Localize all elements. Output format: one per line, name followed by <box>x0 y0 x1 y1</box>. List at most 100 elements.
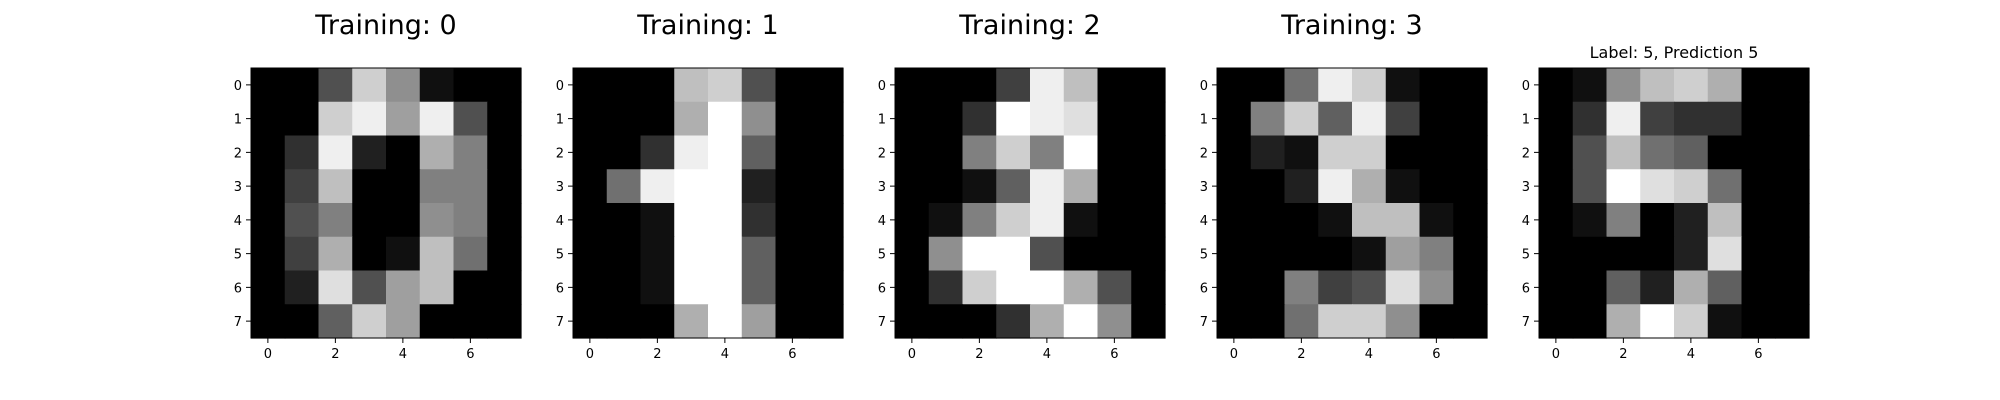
pixel-cell <box>1385 169 1421 204</box>
y-tick-label: 4 <box>234 214 242 229</box>
pixel-cell <box>741 304 777 339</box>
pixel-cell <box>1539 169 1574 204</box>
pixel-cell <box>928 135 964 170</box>
pixel-cell <box>1385 101 1421 137</box>
pixel-cell <box>352 169 387 204</box>
pixel-cell <box>1419 304 1454 339</box>
pixel-cell <box>962 68 997 103</box>
pixel-cell <box>1250 68 1286 103</box>
pixel-cell <box>674 68 709 103</box>
y-tick-label: 6 <box>878 281 886 296</box>
pixel-cell <box>573 304 608 339</box>
pixel-cell <box>775 304 810 339</box>
pixel-cell <box>419 101 455 137</box>
pixel-cell <box>453 236 488 272</box>
pixel-cell <box>352 270 387 305</box>
pixel-cell <box>318 270 353 305</box>
pixel-cell <box>1674 68 1709 103</box>
y-tick-label: 7 <box>1522 315 1530 330</box>
y-tick-label: 3 <box>878 180 886 195</box>
x-tick-label: 0 <box>908 347 916 362</box>
x-tick-label: 2 <box>1297 347 1305 362</box>
pixel-cell <box>606 68 642 103</box>
pixel-cell <box>1030 135 1065 170</box>
pixel-cell <box>1131 169 1166 204</box>
pixel-cell <box>1284 68 1319 103</box>
y-tick-label: 2 <box>878 146 886 161</box>
pixel-cell <box>1539 101 1574 137</box>
pixel-cell <box>674 169 709 204</box>
pixel-cell <box>419 236 455 272</box>
pixel-cell <box>1250 270 1286 305</box>
y-tick-label: 7 <box>556 315 564 330</box>
x-tick-label: 2 <box>331 347 339 362</box>
pixel-cell <box>1217 236 1252 272</box>
x-tick-label: 4 <box>721 347 729 362</box>
pixel-cell <box>284 236 320 272</box>
pixel-cell <box>674 203 709 238</box>
pixel-cell <box>1640 236 1675 272</box>
axes-frame <box>572 67 844 339</box>
pixel-cell <box>1217 304 1252 339</box>
pixel-cell <box>1539 203 1574 238</box>
pixel-cell <box>1097 203 1132 238</box>
pixel-cell <box>962 304 997 339</box>
pixel-cell <box>708 203 743 238</box>
digit-panel-0: Training: 0 0 2 4 6 0 1 2 3 4 5 6 7 <box>234 10 522 362</box>
pixel-cell <box>1741 203 1776 238</box>
pixel-cell <box>487 236 522 272</box>
pixel-cell <box>352 135 387 170</box>
panel-title: Training: 2 <box>958 10 1100 41</box>
pixel-cell <box>809 169 844 204</box>
y-tick-label: 5 <box>878 248 886 263</box>
axes-frame <box>1216 67 1488 339</box>
axes-frame <box>250 67 522 339</box>
pixel-cell <box>573 203 608 238</box>
pixel-cell <box>419 203 455 238</box>
axes-frame <box>894 67 1166 339</box>
y-tick-label: 4 <box>1200 214 1208 229</box>
y-tick-label: 4 <box>878 214 886 229</box>
x-tick-label: 2 <box>975 347 983 362</box>
pixel-cell <box>674 101 709 137</box>
pixel-cell <box>1352 135 1387 170</box>
pixel-cell <box>1097 169 1132 204</box>
pixel-cell <box>809 270 844 305</box>
pixel-cell <box>996 203 1031 238</box>
pixel-cell <box>1063 304 1099 339</box>
pixel-cell <box>1131 68 1166 103</box>
pixel-cell <box>1606 101 1641 137</box>
axes-frame <box>1538 67 1810 339</box>
pixel-cell <box>1453 304 1488 339</box>
pixel-cell <box>1707 270 1743 305</box>
pixel-cell <box>962 236 997 272</box>
x-tick-label: 2 <box>1619 347 1627 362</box>
pixel-cell <box>741 101 777 137</box>
y-tick-label: 6 <box>556 281 564 296</box>
pixel-cell <box>1707 236 1743 272</box>
pixel-cell <box>741 169 777 204</box>
x-tick-label: 0 <box>1230 347 1238 362</box>
pixel-cell <box>386 68 421 103</box>
pixel-cell <box>962 270 997 305</box>
pixel-cell <box>386 169 421 204</box>
pixel-cell <box>453 270 488 305</box>
pixel-cell <box>1217 101 1252 137</box>
pixel-cell <box>1539 68 1574 103</box>
pixel-cell <box>1539 304 1574 339</box>
pixel-cell <box>928 304 964 339</box>
pixel-cell <box>1606 203 1641 238</box>
pixel-cell <box>573 68 608 103</box>
pixel-cell <box>1572 203 1608 238</box>
pixel-cell <box>1707 135 1743 170</box>
y-tick-label: 1 <box>556 113 564 128</box>
pixel-cell <box>1063 236 1099 272</box>
pixel-cell <box>809 101 844 137</box>
pixel-cell <box>1741 135 1776 170</box>
pixel-cell <box>1539 236 1574 272</box>
y-tick-label: 1 <box>234 113 242 128</box>
pixel-cell <box>708 270 743 305</box>
y-tick-label: 5 <box>1522 248 1530 263</box>
x-tick-label: 2 <box>653 347 661 362</box>
pixel-cell <box>386 270 421 305</box>
